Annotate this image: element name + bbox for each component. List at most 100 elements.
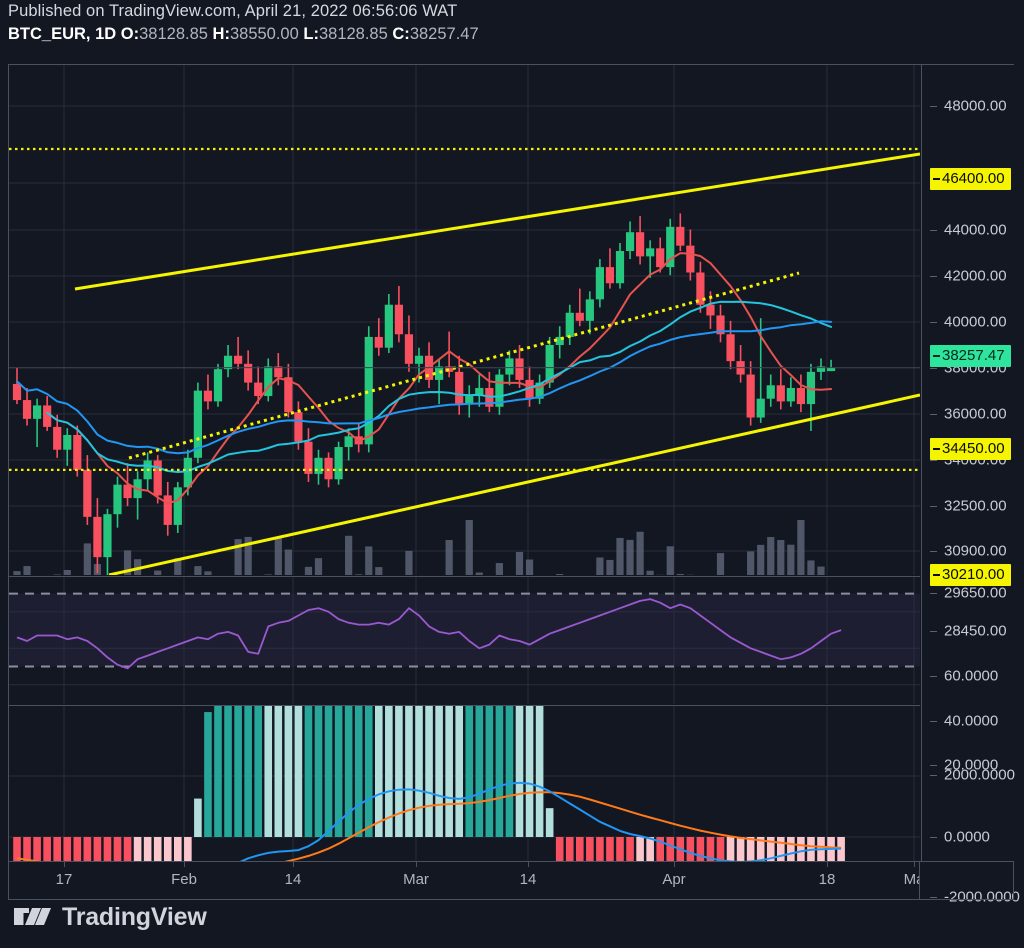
macd-hist-bar bbox=[214, 706, 222, 837]
macd-hist-bar bbox=[525, 706, 534, 837]
candle-body bbox=[63, 434, 72, 450]
candle-body bbox=[33, 405, 42, 419]
macd-hist-bar bbox=[334, 706, 343, 837]
price-axis[interactable]: 48000.0046000.0044000.0042000.0040000.00… bbox=[921, 65, 1020, 906]
time-tick bbox=[184, 862, 185, 867]
macd-hist-bar bbox=[565, 837, 574, 861]
candle-body bbox=[203, 390, 213, 402]
macd-hist-bar bbox=[777, 837, 785, 861]
volume-bar bbox=[747, 551, 755, 575]
macd-hist-bar bbox=[415, 706, 423, 838]
macd-hist-bar bbox=[646, 837, 654, 861]
macd-hist-bar bbox=[555, 837, 564, 861]
level-badge-30210[interactable]: 30210.00 bbox=[930, 564, 1011, 586]
candle-body bbox=[103, 514, 112, 558]
volume-bar bbox=[666, 546, 674, 575]
candle-body bbox=[93, 516, 102, 558]
macd-hist-bar bbox=[766, 837, 775, 861]
volume-bar bbox=[123, 550, 132, 575]
macd-histogram bbox=[13, 706, 845, 861]
volume-bar bbox=[636, 531, 644, 575]
tradingview-logo-icon bbox=[14, 906, 52, 930]
rsi-label-20-0000: 20.0000 bbox=[944, 756, 999, 774]
macd-hist-bar bbox=[395, 706, 403, 837]
time-label-Ma: Ma bbox=[903, 871, 919, 888]
volume-bar bbox=[515, 551, 524, 575]
volume-bar bbox=[134, 559, 142, 575]
price-label-34000-00-tick bbox=[930, 460, 937, 461]
ohlc-line: BTC_EUR, 1D O:38128.85 H:38550.00 L:3812… bbox=[8, 25, 1008, 44]
candle-body bbox=[555, 336, 564, 346]
volume-bar bbox=[646, 570, 654, 575]
candle-body bbox=[706, 304, 715, 316]
volume-bar bbox=[304, 566, 313, 575]
macd-pane[interactable] bbox=[9, 705, 920, 861]
macd-line bbox=[239, 781, 842, 861]
time-tick bbox=[674, 862, 675, 867]
macd-hist-bar bbox=[495, 706, 504, 837]
volume-series bbox=[13, 520, 825, 575]
rsi-label-40-0000-tick bbox=[930, 721, 937, 722]
time-label-Apr: Apr bbox=[662, 871, 686, 888]
volume-bar bbox=[556, 573, 564, 575]
macd-hist-bar bbox=[686, 837, 695, 861]
macd-hist-bar bbox=[103, 837, 112, 861]
badge-dash bbox=[933, 355, 940, 357]
candle-body bbox=[656, 248, 665, 268]
price-label-40000-00: 40000.00 bbox=[944, 313, 1007, 331]
price-label-44000-00-tick bbox=[930, 230, 937, 231]
candle-body bbox=[686, 245, 695, 273]
badge-dash bbox=[933, 574, 940, 576]
candle-body bbox=[595, 267, 604, 300]
time-tick bbox=[914, 862, 915, 867]
volume-bar bbox=[174, 558, 182, 575]
macd-hist-bar bbox=[324, 706, 333, 837]
candle-body bbox=[545, 345, 554, 383]
volume-bar bbox=[767, 537, 775, 575]
candle-body bbox=[394, 304, 403, 335]
macd-hist-bar bbox=[113, 837, 122, 861]
price-label-36000-00-tick bbox=[930, 414, 937, 415]
macd-hist-bar bbox=[264, 706, 273, 837]
close-value: 38257.47 bbox=[409, 25, 479, 43]
macd-hist-bar bbox=[475, 706, 484, 837]
candle-body bbox=[535, 382, 544, 399]
volume-bar bbox=[787, 544, 795, 575]
level-badge-46400[interactable]: 46400.00 bbox=[930, 168, 1011, 190]
level-badge-34450[interactable]: 34450.00 bbox=[930, 438, 1011, 460]
macd-hist-bar bbox=[626, 837, 634, 861]
candle-body bbox=[565, 312, 574, 337]
candle-body bbox=[22, 400, 32, 419]
time-tick bbox=[64, 862, 65, 867]
price-label-38000-00-tick bbox=[930, 368, 937, 369]
candle-body bbox=[676, 226, 685, 246]
macd-hist-bar bbox=[505, 706, 514, 837]
candle-body bbox=[254, 382, 263, 397]
macd-hist-bar bbox=[385, 706, 393, 837]
macd-hist-bar bbox=[194, 798, 202, 837]
macd-hist-bar bbox=[465, 706, 474, 837]
macd-hist-bar bbox=[234, 706, 242, 837]
macd-hist-bar bbox=[576, 837, 584, 861]
time-axis[interactable]: 17 Feb 14 Mar 14 Apr 18 Ma bbox=[8, 862, 1014, 900]
price-pane[interactable] bbox=[9, 65, 920, 575]
macd-hist-bar bbox=[304, 706, 313, 837]
rsi-pane[interactable] bbox=[9, 576, 920, 705]
volume-bar bbox=[616, 537, 624, 575]
candle-body bbox=[766, 385, 775, 399]
volume-bar bbox=[204, 571, 212, 575]
macd-signal-line bbox=[16, 791, 842, 861]
candle-body bbox=[213, 369, 223, 402]
high-key: H: bbox=[212, 25, 230, 43]
volume-bar bbox=[475, 572, 483, 575]
chart-plot-area[interactable] bbox=[9, 65, 920, 861]
price-label-36000-00: 36000.00 bbox=[944, 405, 1007, 423]
last-price-badge[interactable]: 38257.47 bbox=[930, 345, 1011, 367]
macd-hist-bar bbox=[606, 837, 614, 861]
candle-body bbox=[615, 251, 625, 284]
price-label-44000-00: 44000.00 bbox=[944, 221, 1007, 239]
macd-hist-bar bbox=[455, 706, 463, 837]
macd-hist-bar bbox=[706, 837, 715, 861]
macd-hist-bar bbox=[616, 837, 624, 861]
candle-body bbox=[12, 383, 22, 401]
